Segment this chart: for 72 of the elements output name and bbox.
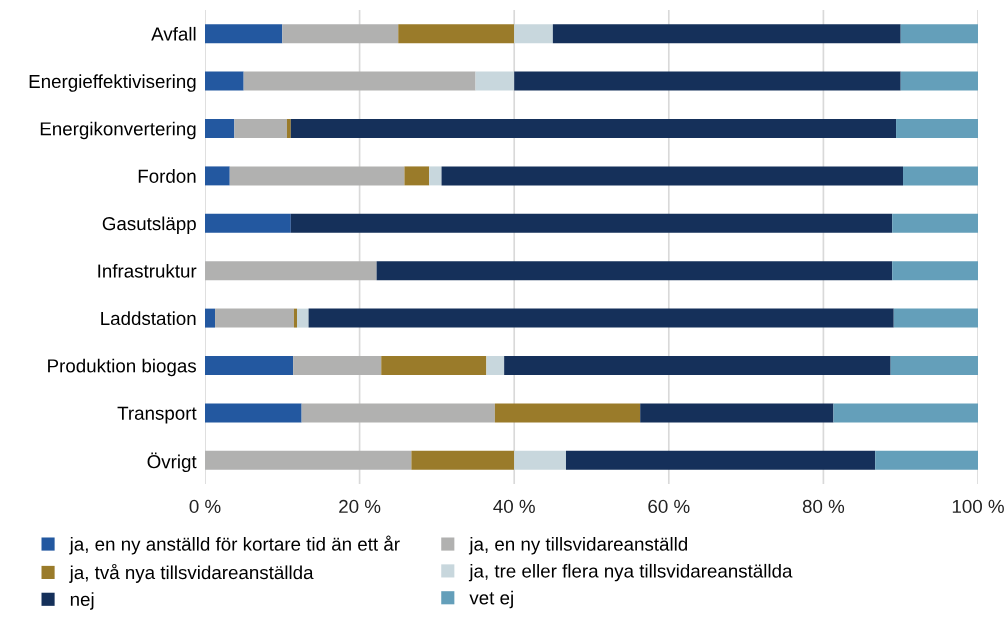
bar (398, 24, 515, 44)
bar (504, 356, 891, 375)
bar (234, 119, 287, 138)
bar (900, 24, 978, 44)
bar (282, 24, 399, 44)
x-tick-label: 0 % (189, 499, 221, 514)
y-tick-label: Transport (117, 406, 197, 424)
y-tick-label: Produktion biogas (48, 358, 196, 377)
bar (875, 450, 978, 470)
bar (205, 403, 302, 423)
legend-label: ja, två nya tillsvidareanställda (69, 563, 314, 583)
bar (893, 308, 978, 328)
bar (286, 119, 291, 138)
bar (514, 71, 901, 91)
bar (293, 356, 382, 375)
bar (376, 261, 893, 281)
y-tick-label: Infrastruktur (98, 263, 197, 278)
bar (896, 119, 978, 138)
bar (205, 261, 377, 281)
x-tick-label: 60 % (648, 499, 690, 514)
bar (296, 308, 309, 328)
bar (205, 450, 412, 470)
bar (900, 71, 978, 91)
y-tick-label: Energikonvertering (40, 121, 196, 140)
bar (640, 403, 834, 423)
bar (205, 308, 216, 328)
y-tick-label: Energieffektivisering (29, 74, 196, 92)
bar (293, 308, 297, 328)
bar (514, 450, 566, 470)
bar (308, 308, 894, 328)
bar (205, 356, 294, 375)
bar (441, 166, 904, 186)
legend-label: ja, en ny anställd för kortare tid än ett år (69, 535, 400, 555)
bar (475, 71, 515, 91)
bar (565, 450, 876, 470)
bar (404, 166, 430, 186)
bar (229, 166, 405, 186)
bar (205, 213, 291, 233)
bar (411, 450, 515, 470)
bar (215, 308, 294, 328)
legend-label: ja, en ny tillsvidareanställd (468, 537, 688, 555)
x-tick-label: 20 % (339, 499, 381, 514)
bar (205, 71, 244, 91)
x-tick-label: 100 % (952, 499, 1004, 514)
bar (833, 403, 978, 423)
x-tick-label: 80 % (802, 499, 845, 514)
legend-label: nej (70, 592, 94, 610)
bar (494, 403, 641, 423)
bar (205, 166, 230, 186)
y-tick-label: Fordon (138, 169, 196, 183)
bar (890, 356, 978, 375)
legend-label: ja, tre eller flera nya tillsvidareanställda (468, 563, 793, 582)
y-tick-label: Gasutsläpp (102, 216, 196, 234)
bar (903, 166, 978, 186)
bar (205, 119, 235, 138)
bar (205, 24, 283, 44)
bar (552, 24, 901, 44)
bar (290, 119, 897, 138)
bar (290, 213, 893, 233)
y-tick-label: Laddstation (101, 311, 196, 326)
legend-label: vet ej (469, 590, 513, 609)
y-tick-label: Avfall (151, 26, 196, 41)
bar (243, 71, 476, 91)
bar (892, 261, 978, 281)
y-tick-label: Övrigt (147, 452, 197, 473)
bar (892, 213, 978, 233)
bar (486, 356, 505, 375)
bar (429, 166, 442, 186)
bar (381, 356, 487, 375)
bar (514, 24, 553, 44)
bar (301, 403, 495, 423)
x-tick-label: 40 % (493, 499, 535, 514)
